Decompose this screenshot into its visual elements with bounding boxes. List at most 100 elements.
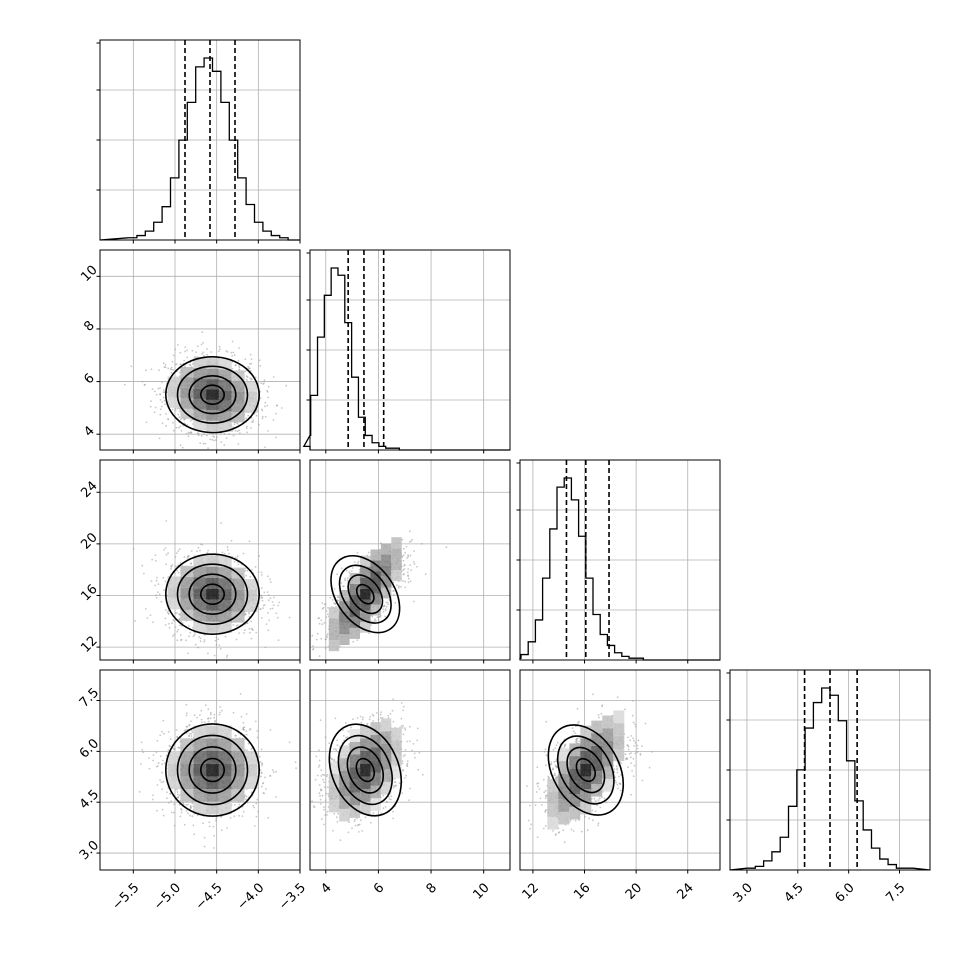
sample-point <box>250 358 253 360</box>
sample-point <box>258 423 260 426</box>
sample-point <box>162 391 165 394</box>
sample-point <box>155 560 157 562</box>
sample-point <box>198 636 201 638</box>
sample-point <box>409 554 412 557</box>
sample-point <box>227 549 229 551</box>
sample-point <box>407 554 409 557</box>
sample-point <box>209 438 212 441</box>
sample-point <box>174 626 177 628</box>
sample-point <box>157 583 160 586</box>
sample-point <box>215 636 218 639</box>
density-cell <box>328 629 340 641</box>
sample-point <box>249 728 252 730</box>
sample-point <box>219 432 222 435</box>
sample-point <box>151 558 154 561</box>
sample-point <box>185 810 188 812</box>
sample-point <box>187 435 190 438</box>
sample-point <box>382 610 385 613</box>
sample-point <box>333 588 336 590</box>
sample-point <box>171 408 174 411</box>
sample-point <box>294 761 297 763</box>
sample-point <box>324 647 327 649</box>
sample-point <box>195 351 198 353</box>
sample-point <box>246 425 248 428</box>
sample-point <box>275 412 277 415</box>
sample-point <box>254 720 257 723</box>
sample-point <box>196 550 198 553</box>
sample-point <box>215 817 218 820</box>
sample-point <box>226 351 229 353</box>
sample-point <box>311 634 314 637</box>
sample-point <box>153 411 156 414</box>
sample-point <box>416 565 418 568</box>
sample-point <box>203 433 206 436</box>
sample-point <box>275 436 277 439</box>
sample-point <box>255 631 258 634</box>
sample-point <box>172 619 175 621</box>
scatter-panel-p1-p3 <box>99 459 301 661</box>
sample-point <box>340 582 343 584</box>
sample-point <box>412 560 415 563</box>
sample-point <box>185 432 188 435</box>
sample-point <box>178 416 181 418</box>
sample-point <box>134 620 137 622</box>
sample-point <box>172 354 175 357</box>
density-cell <box>218 390 232 401</box>
sample-point <box>374 618 376 621</box>
sample-point <box>163 389 165 391</box>
sample-point <box>184 365 186 368</box>
sample-point <box>197 546 200 549</box>
sample-point <box>190 550 193 552</box>
sample-point <box>162 719 165 722</box>
sample-point <box>185 639 188 642</box>
sample-point <box>219 647 222 650</box>
density-cell <box>206 410 219 421</box>
sample-point <box>167 801 170 804</box>
sample-point <box>272 604 275 606</box>
sample-point <box>232 351 235 354</box>
sample-point <box>206 434 208 437</box>
sample-point <box>233 423 236 426</box>
sample-point <box>200 343 203 346</box>
sample-point <box>402 559 405 562</box>
sample-point <box>201 353 204 355</box>
sample-point <box>249 377 252 380</box>
sample-point <box>248 367 250 370</box>
sample-point <box>321 623 324 626</box>
sample-point <box>154 406 157 409</box>
sample-point <box>202 442 205 445</box>
sample-point <box>264 405 266 408</box>
sample-point <box>264 401 267 404</box>
sample-point <box>141 748 144 751</box>
sample-point <box>246 569 249 572</box>
sample-point <box>321 602 324 604</box>
sample-point <box>176 630 179 633</box>
scatter-panel-p1-p4 <box>99 669 301 871</box>
sample-point <box>265 623 268 625</box>
sample-point <box>176 639 179 642</box>
sample-point <box>183 359 186 362</box>
sample-point <box>202 822 204 825</box>
density-cell <box>231 589 245 601</box>
histogram-panel-p2 <box>302 249 511 451</box>
sample-point <box>156 576 158 579</box>
sample-point <box>394 602 397 604</box>
sample-point <box>199 640 202 643</box>
sample-point <box>262 607 264 609</box>
sample-point <box>259 397 262 399</box>
sample-point <box>250 627 253 630</box>
sample-point <box>250 637 253 640</box>
sample-point <box>178 371 181 374</box>
sample-point <box>250 421 253 423</box>
sample-point <box>177 550 180 552</box>
sample-point <box>235 364 237 367</box>
sample-point <box>334 602 337 605</box>
density-cell <box>206 389 219 400</box>
sample-point <box>233 815 236 818</box>
sample-point <box>235 624 238 627</box>
sample-point <box>351 570 353 572</box>
sample-point <box>187 555 190 557</box>
sample-point <box>261 596 264 599</box>
sample-point <box>196 345 199 348</box>
sample-point <box>275 612 278 615</box>
